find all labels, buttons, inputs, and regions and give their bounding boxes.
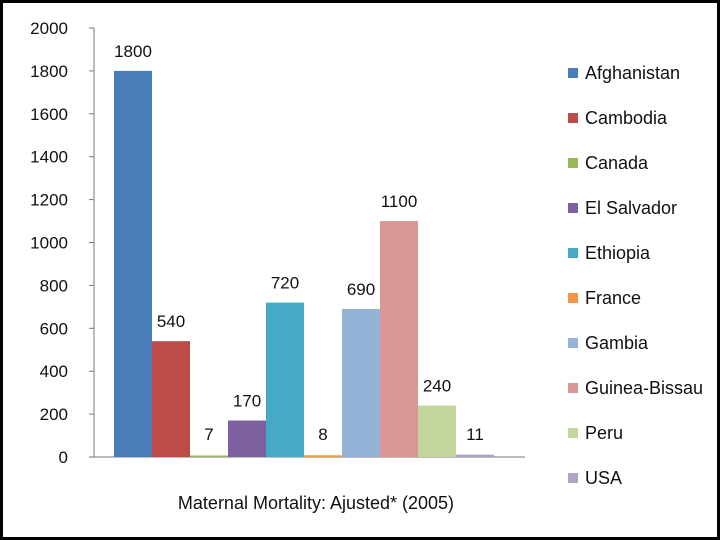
data-label: 170 xyxy=(233,392,261,411)
legend-label: El Salvador xyxy=(585,198,677,218)
bar-usa xyxy=(456,454,494,457)
legend-label: Gambia xyxy=(585,333,649,353)
data-label: 240 xyxy=(423,377,451,396)
legend-label: Cambodia xyxy=(585,108,668,128)
legend-swatch xyxy=(568,473,578,483)
y-tick-label: 1600 xyxy=(30,105,68,124)
y-tick-label: 1800 xyxy=(30,62,68,81)
y-tick-label: 0 xyxy=(59,448,68,467)
legend-label: Afghanistan xyxy=(585,63,680,83)
legend-label: USA xyxy=(585,468,622,488)
legend-swatch xyxy=(568,293,578,303)
legend-label: Guinea-Bissau xyxy=(585,378,703,398)
legend-swatch xyxy=(568,203,578,213)
y-tick-label: 200 xyxy=(40,405,68,424)
data-label: 1800 xyxy=(114,42,152,61)
y-tick-label: 800 xyxy=(40,276,68,295)
data-label: 11 xyxy=(466,425,484,444)
y-tick-label: 2000 xyxy=(30,19,68,38)
y-tick-label: 600 xyxy=(40,319,68,338)
legend-label: Peru xyxy=(585,423,623,443)
chart-bars xyxy=(114,70,494,458)
legend-swatch xyxy=(568,248,578,258)
chart-data-labels: 1800 540 7 170 720 8 690 1100 240 11 xyxy=(114,42,484,444)
bar-peru xyxy=(418,405,456,457)
y-tick-label: 1000 xyxy=(30,234,68,253)
data-label: 7 xyxy=(204,425,213,444)
bar-el-salvador xyxy=(228,420,266,457)
data-label: 1100 xyxy=(381,192,418,211)
x-axis-label: Maternal Mortality: Ajusted* (2005) xyxy=(178,493,454,513)
legend-swatch xyxy=(568,428,578,438)
legend-swatch xyxy=(568,383,578,393)
legend-label: Canada xyxy=(585,153,649,173)
bar-canada xyxy=(190,455,228,457)
chart-axes: 0 200 400 600 800 1000 1200 1400 1600 1800 2000 xyxy=(30,19,525,467)
bar-afghanistan xyxy=(114,70,152,458)
y-tick-label: 1400 xyxy=(30,148,68,167)
bar-france xyxy=(304,455,342,457)
data-label: 540 xyxy=(157,312,185,331)
legend-swatch xyxy=(568,158,578,168)
bar-guinea-bissau xyxy=(380,221,418,457)
legend-swatch xyxy=(568,338,578,348)
chart-legend: Afghanistan Cambodia Canada El Salvador Ethi… xyxy=(568,63,703,488)
bar-chart: 0 200 400 600 800 1000 1200 1400 1600 1800 2000 18… xyxy=(30,19,703,513)
y-tick-label: 1200 xyxy=(30,191,68,210)
data-label: 8 xyxy=(318,425,327,444)
bar-ethiopia xyxy=(266,302,304,457)
legend-swatch xyxy=(568,113,578,123)
chart-panel: 0 200 400 600 800 1000 1200 1400 1600 1800 2000 18… xyxy=(3,3,717,537)
legend-swatch xyxy=(568,68,578,78)
bar-cambodia xyxy=(152,341,190,457)
bar-gambia xyxy=(342,308,380,457)
legend-label: Ethiopia xyxy=(585,243,651,263)
legend-label: France xyxy=(585,288,641,308)
data-label: 720 xyxy=(271,274,299,293)
data-label: 690 xyxy=(347,280,375,299)
y-tick-label: 400 xyxy=(40,362,68,381)
